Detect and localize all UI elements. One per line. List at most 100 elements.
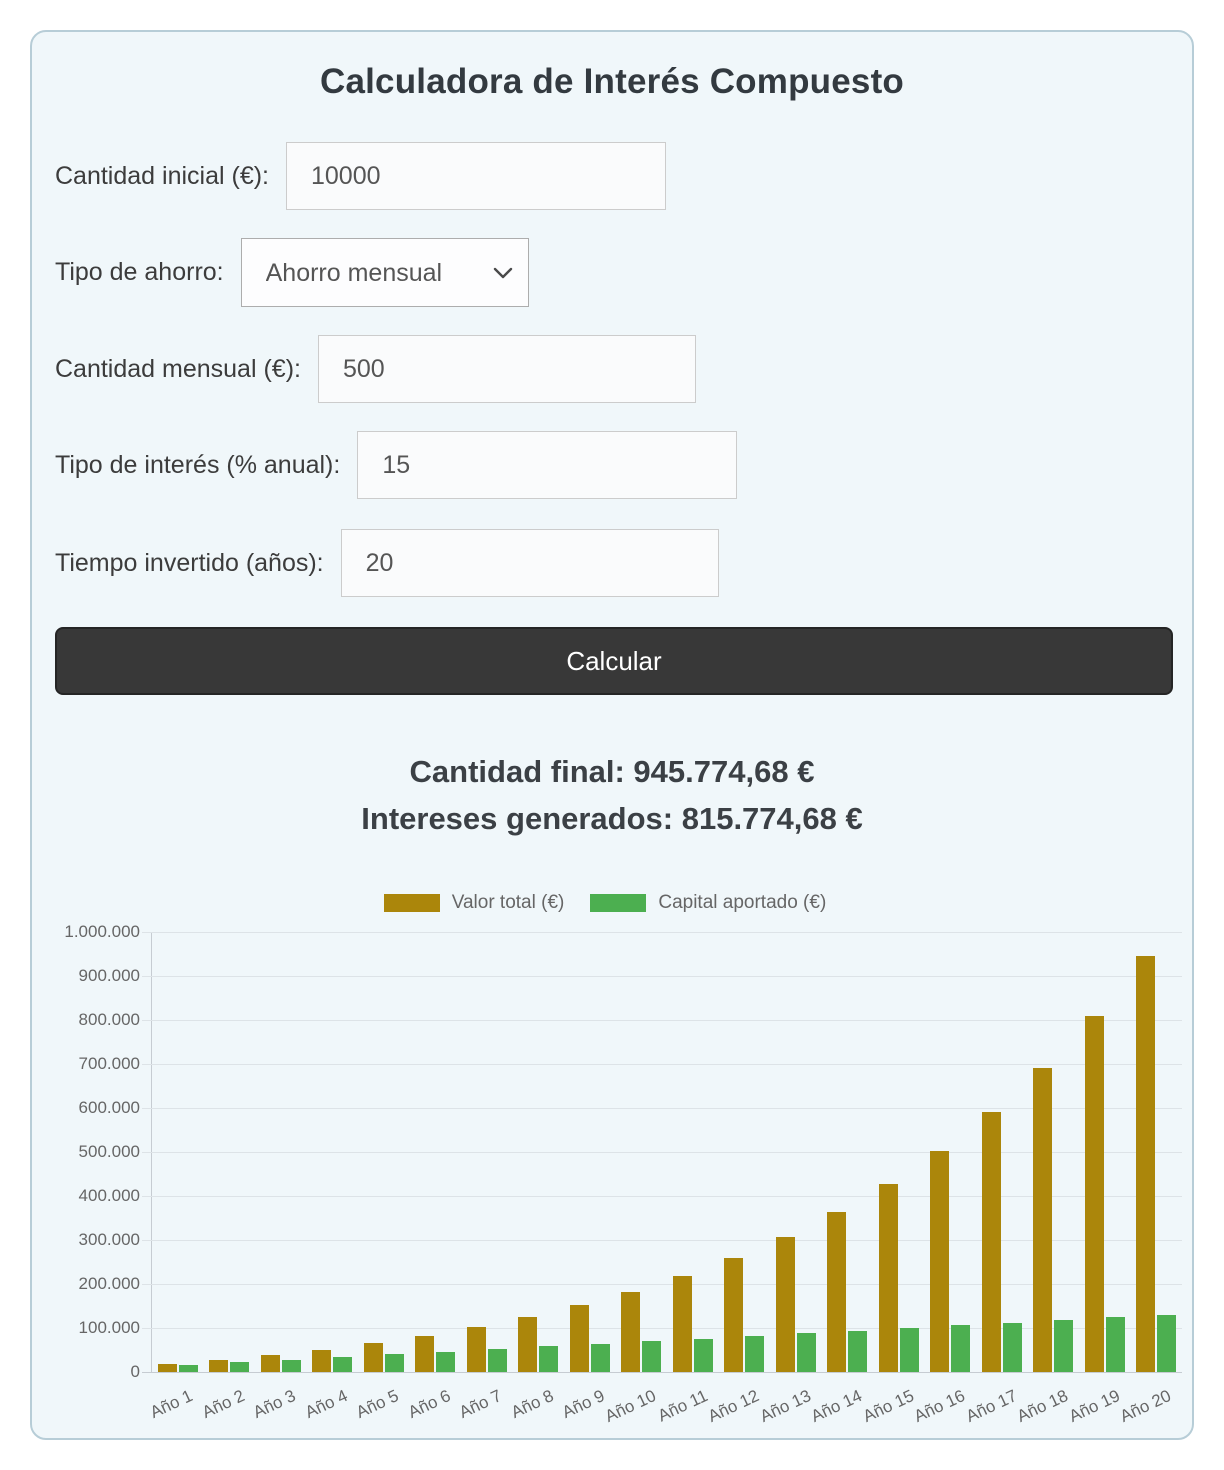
bar [487, 1349, 507, 1372]
bar [157, 1364, 177, 1372]
bar [1136, 955, 1156, 1372]
bar [981, 1112, 1001, 1372]
initial-amount-row: Cantidad inicial (€): [55, 142, 666, 210]
gridline [142, 1327, 1182, 1329]
bar [693, 1338, 713, 1372]
bar [1054, 1320, 1074, 1372]
savings-type-row: Tipo de ahorro: Ahorro mensual [55, 238, 529, 307]
bar [951, 1325, 971, 1372]
bar [796, 1333, 816, 1372]
bar [1084, 1015, 1104, 1372]
gridline [142, 1107, 1182, 1109]
x-tick-label: Año 10 [602, 1386, 660, 1426]
bar [466, 1327, 486, 1372]
bar [642, 1341, 662, 1372]
gridline [142, 975, 1182, 977]
bar [827, 1212, 847, 1372]
x-tick-label: Año 19 [1065, 1386, 1123, 1426]
y-tick-label: 600.000 [78, 1098, 140, 1117]
x-tick-label: Año 18 [1014, 1386, 1072, 1426]
y-tick-label: 800.000 [78, 1010, 140, 1029]
years-row: Tiempo invertido (años): [55, 529, 719, 597]
results-block: Cantidad final: 945.774,68 € Intereses g… [32, 748, 1192, 842]
x-tick-label: Año 1 [147, 1386, 196, 1422]
y-tick-label: 200.000 [78, 1274, 140, 1293]
y-tick-label: 500.000 [78, 1142, 140, 1161]
gridline [142, 1239, 1182, 1241]
x-tick-label: Año 17 [962, 1386, 1020, 1426]
bar [1157, 1314, 1177, 1372]
bar [260, 1355, 280, 1372]
calculator-card: Calculadora de Interés Compuesto Cantida… [30, 30, 1194, 1440]
bar [672, 1276, 692, 1372]
chart: Valor total (€) Capital aportado (€) 0 10… [32, 892, 1192, 1452]
bar [384, 1354, 404, 1372]
x-tick-label: Año 16 [911, 1386, 969, 1426]
bar [899, 1328, 919, 1372]
bar [230, 1362, 250, 1372]
bar [569, 1305, 589, 1372]
bar [878, 1183, 898, 1372]
y-tick-label: 300.000 [78, 1230, 140, 1249]
x-tick-label: Año 7 [456, 1386, 505, 1422]
chart-plot-area: 0 100.000 200.000 300.000 400.000 500.000 600.… [64, 922, 1182, 1426]
interest-rate-label: Tipo de interés (% anual): [55, 450, 341, 479]
calculate-button[interactable]: Calcular [55, 627, 1173, 695]
bar [363, 1343, 383, 1372]
y-tick-label: 900.000 [78, 966, 140, 985]
gridline [142, 1195, 1182, 1197]
x-tick-label: Año 14 [808, 1386, 866, 1426]
monthly-amount-field[interactable] [317, 335, 696, 403]
bar [930, 1150, 950, 1372]
bar [1105, 1317, 1125, 1372]
savings-type-select-wrap: Ahorro mensual [240, 238, 529, 307]
legend-label-valor-total: Valor total (€) [451, 892, 565, 913]
years-field[interactable] [340, 529, 719, 597]
initial-amount-label: Cantidad inicial (€): [55, 161, 269, 190]
x-tick-label: Año 2 [198, 1386, 248, 1422]
y-tick-label: 700.000 [78, 1054, 140, 1073]
bar [590, 1343, 610, 1372]
bar [518, 1317, 538, 1372]
x-tick-label: Año 13 [756, 1386, 814, 1426]
page-title: Calculadora de Interés Compuesto [319, 62, 905, 101]
savings-type-label: Tipo de ahorro: [55, 258, 224, 286]
years-label: Tiempo invertido (años): [55, 548, 324, 577]
gridline [142, 1371, 152, 1373]
final-amount-text: Cantidad final: 945.774,68 € [409, 754, 815, 789]
monthly-amount-label: Cantidad mensual (€): [55, 354, 301, 383]
bar [724, 1258, 744, 1372]
y-tick-label: 1.000.000 [64, 922, 140, 941]
y-tick-label: 100.000 [78, 1318, 140, 1337]
interest-generated-text: Intereses generados: 815.774,68 € [361, 801, 863, 836]
bar [848, 1330, 868, 1372]
bar [436, 1351, 456, 1372]
x-tick-label: Año 4 [301, 1386, 351, 1422]
bar [1033, 1067, 1053, 1372]
x-tick-label: Año 3 [250, 1386, 299, 1422]
gridline [142, 931, 1182, 933]
x-tick-label: Año 20 [1117, 1386, 1175, 1426]
x-tick-label: Año 11 [655, 1386, 711, 1426]
x-tick-label: Año 8 [507, 1386, 557, 1422]
bar [415, 1335, 435, 1372]
x-tick-label: Año 5 [353, 1386, 402, 1422]
legend-swatch-capital-aportado [590, 894, 647, 912]
bar [209, 1359, 229, 1372]
interest-rate-field[interactable] [357, 431, 738, 499]
gridline [142, 1019, 1182, 1021]
bar [539, 1346, 559, 1372]
x-tick-label: Año 9 [559, 1386, 608, 1422]
chart-legend: Valor total (€) Capital aportado (€) [32, 892, 1192, 914]
initial-amount-field[interactable] [286, 142, 666, 210]
bar [1002, 1322, 1022, 1372]
savings-type-select[interactable]: Ahorro mensual [240, 238, 529, 307]
bar [621, 1291, 641, 1372]
legend-swatch-valor-total [383, 894, 440, 912]
bar [333, 1357, 353, 1372]
y-tick-label: 0 [130, 1362, 140, 1381]
bar [281, 1359, 301, 1372]
bar [745, 1335, 765, 1372]
monthly-amount-row: Cantidad mensual (€): [55, 335, 696, 403]
bar [312, 1349, 332, 1372]
